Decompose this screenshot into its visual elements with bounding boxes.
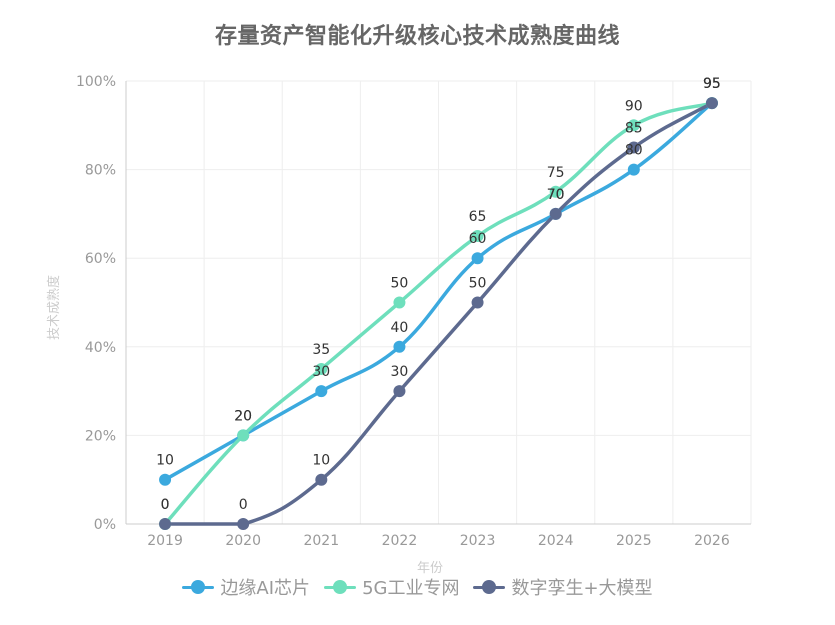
x-tick-label: 2020 <box>225 533 261 549</box>
data-point-marker <box>393 296 406 309</box>
legend-item-digital-twin-llm[interactable]: 数字孪生+大模型 <box>473 574 653 600</box>
data-label: 0 <box>161 497 170 513</box>
x-tick-label: 2022 <box>382 533 418 549</box>
data-point-marker <box>315 362 328 375</box>
legend: 边缘AI芯片 5G工业专网 数字孪生+大模型 <box>0 574 835 600</box>
data-label: 95 <box>703 76 721 92</box>
legend-label: 5G工业专网 <box>362 578 460 599</box>
data-point-marker <box>705 97 718 110</box>
data-label: 85 <box>625 120 643 136</box>
data-point-marker <box>393 340 406 353</box>
data-point-marker <box>549 207 562 220</box>
data-point-marker <box>627 141 640 154</box>
y-tick-label: 0% <box>94 517 116 533</box>
legend-label: 数字孪生+大模型 <box>511 578 653 599</box>
series-lines <box>159 97 718 530</box>
line-marker-icon <box>473 580 506 594</box>
data-point-marker <box>471 296 484 309</box>
series-digital-twin-llm <box>163 101 714 526</box>
data-label: 40 <box>391 320 409 336</box>
data-point-marker <box>237 518 250 530</box>
y-tick-label: 80% <box>85 163 116 179</box>
data-label: 0 <box>239 497 248 513</box>
x-axis-ticks: 2019 2020 2021 2022 2023 2024 2025 2026 <box>147 533 730 549</box>
y-tick-label: 40% <box>85 340 116 356</box>
data-label: 80 <box>625 143 643 159</box>
data-point-marker <box>159 518 172 530</box>
x-tick-label: 2026 <box>694 533 730 549</box>
data-point-marker <box>159 473 172 486</box>
series-line <box>163 101 714 526</box>
data-label: 20 <box>234 408 252 424</box>
legend-item-5g-industrial-network[interactable]: 5G工业专网 <box>324 574 459 600</box>
data-point-marker <box>627 119 640 132</box>
data-label: 95 <box>703 76 721 92</box>
data-label: 70 <box>547 187 565 203</box>
y-axis-ticks: 0% 20% 40% 60% 80% 100% <box>76 74 116 533</box>
legend-label: 边缘AI芯片 <box>220 578 311 599</box>
data-point-marker <box>471 230 484 243</box>
data-point-marker <box>237 429 250 442</box>
data-label: 65 <box>469 209 487 225</box>
data-label: 70 <box>547 187 565 203</box>
x-tick-label: 2025 <box>616 533 652 549</box>
line-marker-icon <box>324 580 357 594</box>
y-tick-label: 20% <box>85 428 116 444</box>
data-point-marker <box>627 163 640 176</box>
data-label: 90 <box>625 98 643 114</box>
data-label: 30 <box>312 364 330 380</box>
data-label: 30 <box>391 364 409 380</box>
chart-title: 存量资产智能化升级核心技术成熟度曲线 <box>214 24 620 49</box>
y-axis-name: 技术成熟度 <box>46 275 62 340</box>
y-tick-label: 100% <box>76 74 116 90</box>
series-5g-industrial-network <box>163 101 714 526</box>
x-tick-label: 2024 <box>538 533 574 549</box>
data-point-marker <box>549 185 562 198</box>
data-label: 50 <box>469 276 487 292</box>
data-label: 10 <box>156 453 174 469</box>
line-marker-icon <box>182 580 215 594</box>
data-label: 75 <box>547 165 565 181</box>
data-point-marker <box>315 473 328 486</box>
legend-item-edge-ai-chip[interactable]: 边缘AI芯片 <box>182 574 310 600</box>
data-label: 35 <box>312 342 330 358</box>
x-tick-label: 2021 <box>303 533 339 549</box>
data-point-marker <box>315 385 328 398</box>
series-line <box>163 101 714 526</box>
x-tick-label: 2023 <box>460 533 496 549</box>
data-label: 0 <box>161 497 170 513</box>
x-axis-name: 年份 <box>417 561 443 576</box>
x-tick-label: 2019 <box>147 533 183 549</box>
data-label: 95 <box>703 76 721 92</box>
data-label: 10 <box>312 453 330 469</box>
data-point-marker <box>393 385 406 398</box>
data-label: 60 <box>469 231 487 247</box>
data-label: 20 <box>234 408 252 424</box>
data-label: 50 <box>391 276 409 292</box>
data-point-marker <box>471 252 484 265</box>
y-tick-label: 60% <box>85 251 116 267</box>
